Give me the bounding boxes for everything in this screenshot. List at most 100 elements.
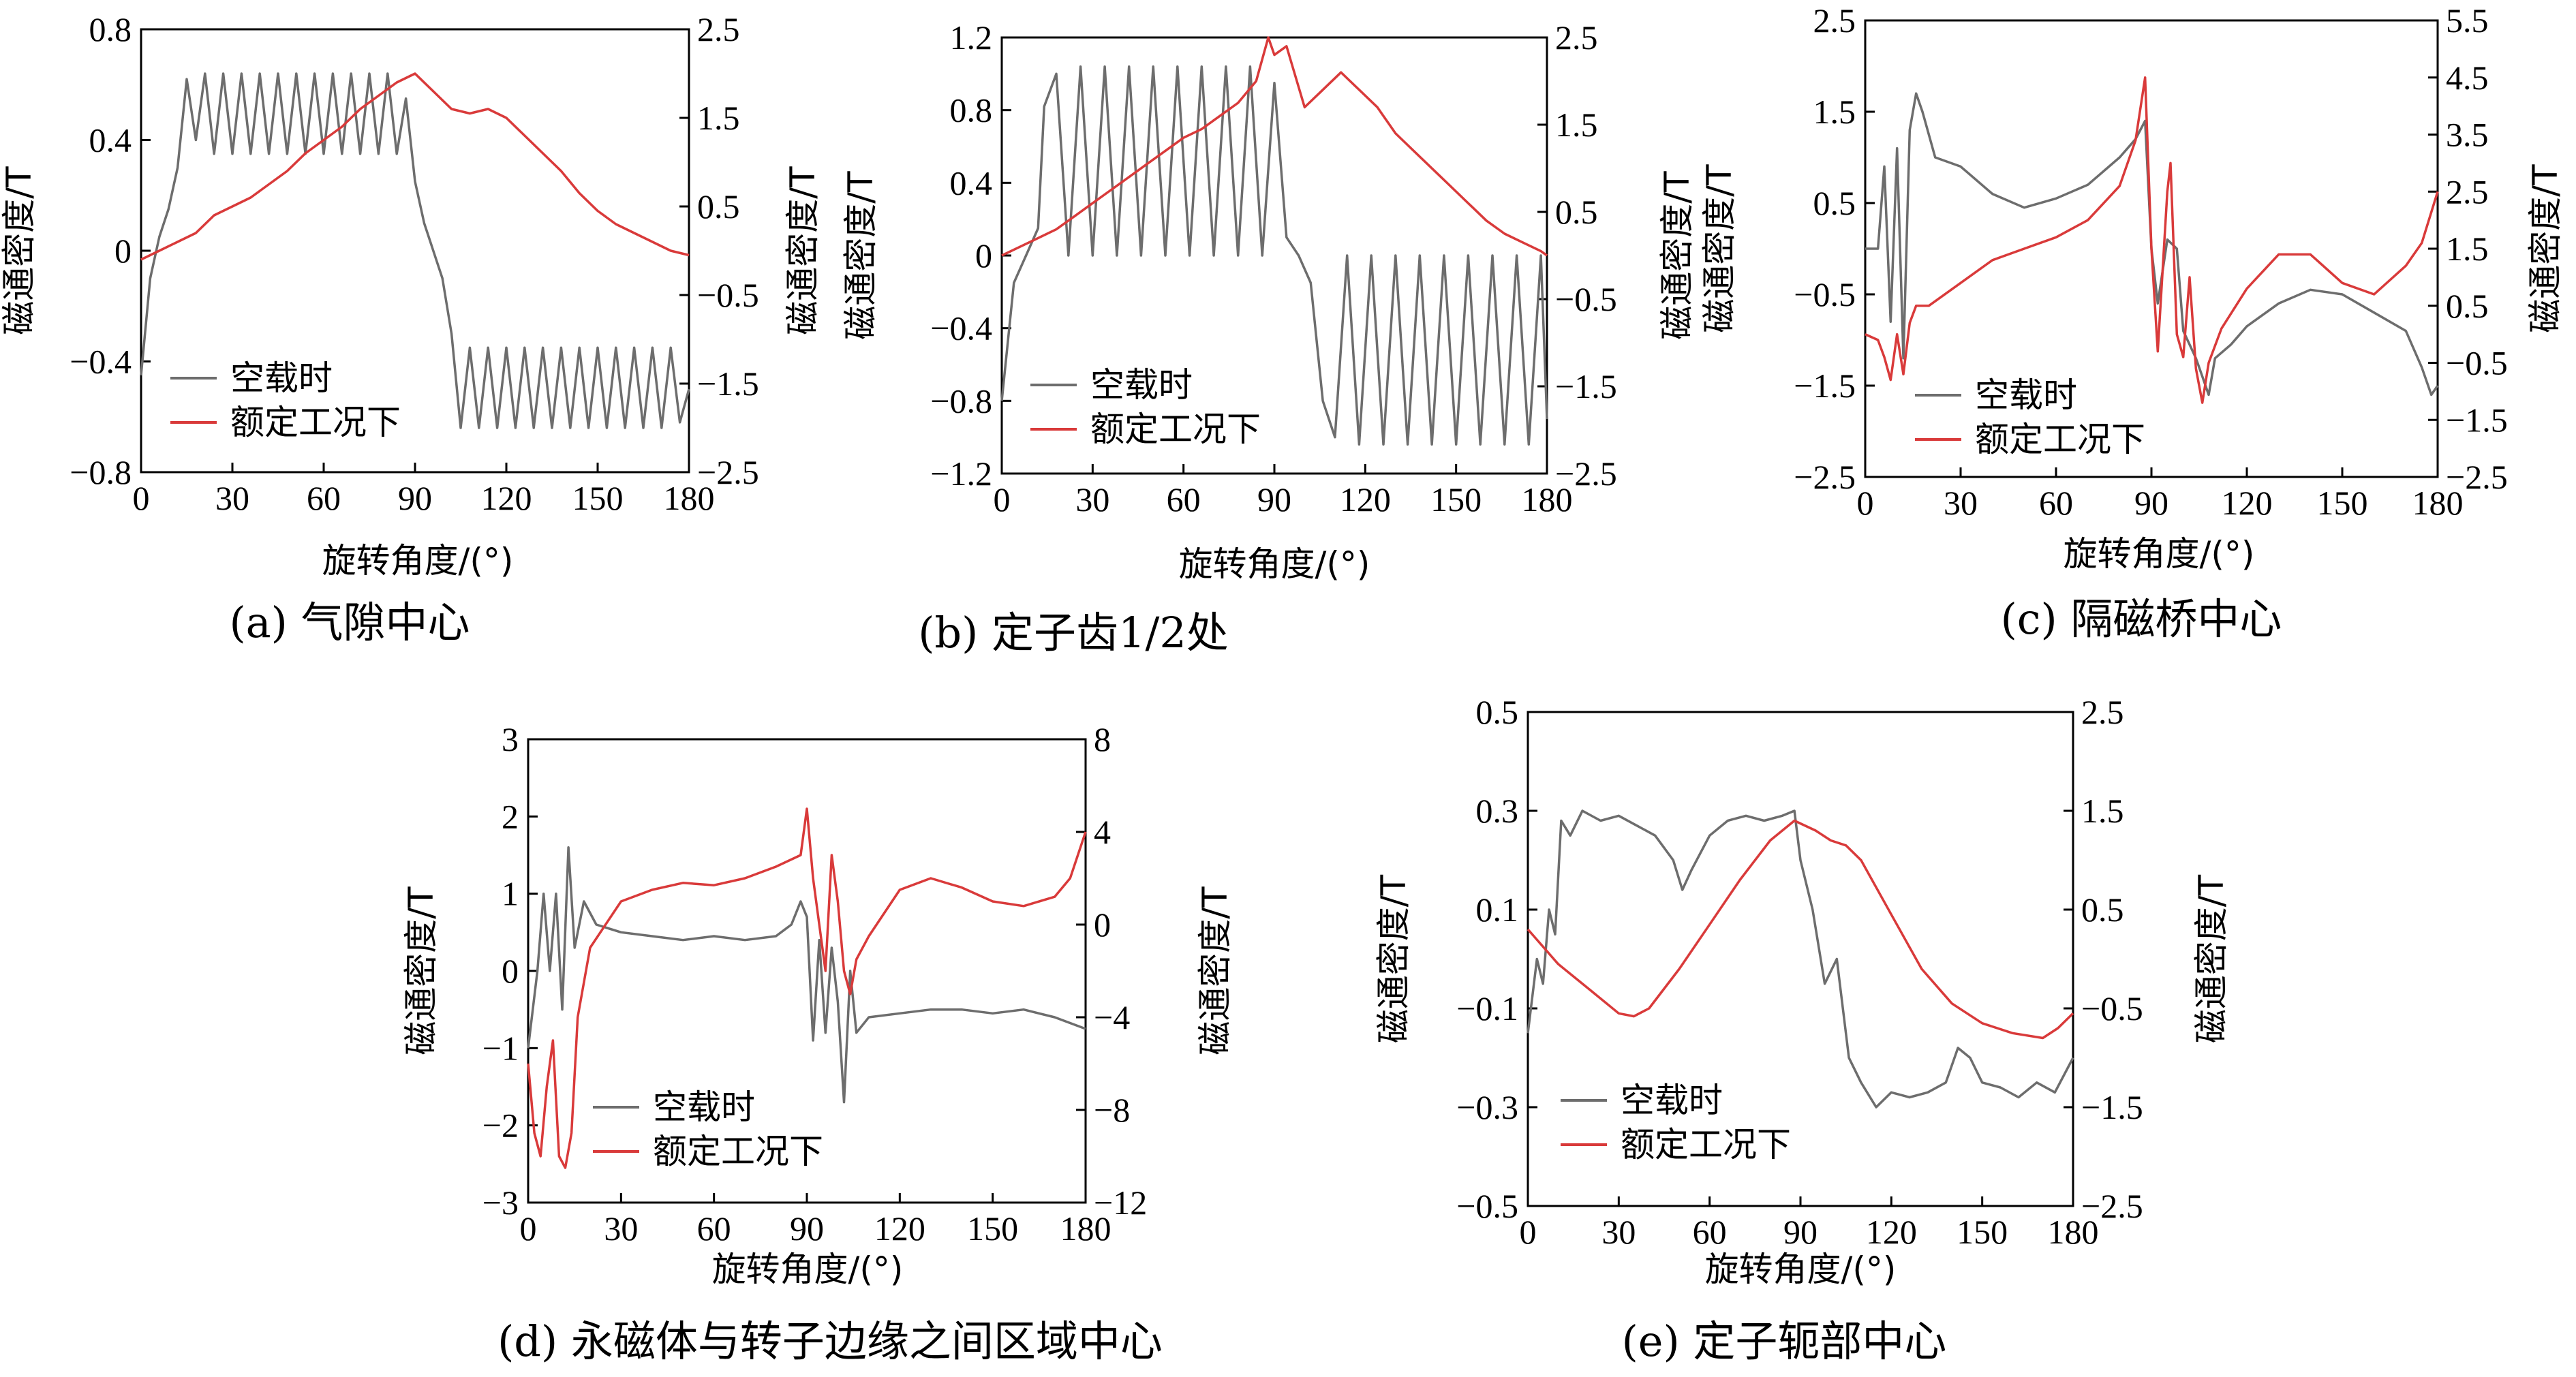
- y-right-tick-label: −1.5: [2081, 1088, 2143, 1126]
- x-tick-label: 120: [2222, 484, 2273, 522]
- x-tick-label: 90: [398, 479, 432, 517]
- y-left-axis-title: 磁通密度/T: [0, 166, 39, 335]
- x-tick-label: 60: [1693, 1213, 1727, 1251]
- x-axis-title: 旋转角度/(°): [712, 1250, 904, 1289]
- y-left-tick-label: −0.4: [70, 343, 132, 381]
- legend-label-no-load: 空载时: [1090, 365, 1193, 405]
- x-tick-label: 180: [1522, 480, 1573, 519]
- x-tick-label: 0: [520, 1209, 537, 1248]
- x-axis-title: 旋转角度/(°): [1179, 544, 1370, 584]
- x-tick-label: 150: [572, 479, 624, 517]
- x-tick-label: 60: [2039, 484, 2073, 522]
- x-tick-label: 60: [1167, 480, 1201, 519]
- y-left-tick-label: −0.5: [1456, 1187, 1518, 1225]
- y-right-axis-title: 磁通密度/T: [2526, 164, 2565, 333]
- legend-label-no-load: 空载时: [653, 1087, 755, 1127]
- chart-panel-b: 0 30 60 90 120 150 180 −1.2 −0.8 −0.4 0 0.4 0.8 1.2 −2…: [841, 18, 1697, 657]
- plot-frame: [140, 28, 690, 474]
- x-tick-label: 90: [1257, 480, 1291, 519]
- y-right-axis-title: 磁通密度/T: [2192, 874, 2231, 1043]
- y-left-tick-label: −1: [482, 1029, 519, 1067]
- x-tick-label: 150: [967, 1209, 1018, 1248]
- panel-caption: (c) 隔磁桥中心: [2001, 594, 2282, 644]
- y-right-tick-label: −2.5: [2446, 458, 2508, 496]
- panel-caption: (b) 定子齿1/2处: [918, 608, 1229, 657]
- y-right-tick-label: 1.5: [2081, 792, 2124, 830]
- y-right-tick-label: 1.5: [2446, 230, 2489, 268]
- x-tick-label: 0: [133, 479, 150, 517]
- y-left-tick-label: 0.8: [89, 10, 132, 48]
- x-tick-label: 150: [1957, 1213, 2008, 1251]
- x-tick-label: 90: [790, 1209, 824, 1248]
- y-left-tick-label: 0: [502, 952, 519, 990]
- y-left-tick-label: 0.5: [1476, 693, 1519, 731]
- x-axis-title: 旋转角度/(°): [1705, 1250, 1897, 1289]
- legend-label-no-load: 空载时: [1621, 1081, 1723, 1120]
- x-axis-title: 旋转角度/(°): [2064, 534, 2255, 574]
- y-left-tick-label: 0.5: [1813, 184, 1856, 222]
- x-tick-label: 150: [1430, 480, 1482, 519]
- panel-caption: (a) 气隙中心: [229, 598, 470, 647]
- y-left-tick-label: 1: [502, 875, 519, 913]
- y-right-tick-label: 3.5: [2446, 116, 2489, 154]
- x-tick-label: 60: [307, 479, 341, 517]
- y-right-tick-label: 2.5: [2446, 172, 2489, 211]
- series-line-no-load: [527, 846, 1086, 1104]
- x-tick-label: 120: [874, 1209, 925, 1248]
- y-right-tick-label: 4: [1094, 813, 1111, 851]
- y-left-tick-label: −3: [482, 1183, 519, 1222]
- y-left-tick-label: 3: [502, 720, 519, 758]
- x-tick-label: 30: [215, 479, 249, 517]
- x-tick-label: 0: [1520, 1213, 1537, 1251]
- y-left-tick-label: −1.5: [1794, 367, 1856, 405]
- x-tick-label: 30: [1944, 484, 1978, 522]
- y-left-tick-label: 0.4: [950, 164, 993, 202]
- y-right-tick-label: −0.5: [2081, 989, 2143, 1027]
- y-right-tick-label: −1.5: [2446, 401, 2508, 439]
- y-right-tick-label: −2.5: [697, 453, 759, 491]
- legend-label-rated: 额定工况下: [230, 403, 401, 442]
- series-line-rated: [1865, 76, 2439, 404]
- y-left-tick-label: 0: [114, 232, 132, 270]
- y-right-tick-label: −4: [1094, 998, 1130, 1036]
- chart-panel-e: 0 30 60 90 120 150 180 −0.5 −0.3 −0.1 0.1 0.3 0.5 −2.…: [1374, 693, 2231, 1366]
- panel-caption: (d) 永磁体与转子边缘之间区域中心: [497, 1316, 1163, 1366]
- x-tick-label: 180: [2048, 1213, 2099, 1251]
- series-line-rated: [140, 72, 690, 261]
- y-left-tick-label: −1.2: [930, 454, 992, 493]
- y-right-tick-label: 1.5: [697, 99, 740, 137]
- chart-panel-c: 0 30 60 90 120 150 180−2.5−1.5−0.50.51.52.5−2.…: [1700, 1, 2565, 644]
- y-left-tick-label: 1.5: [1813, 93, 1856, 131]
- legend-label-rated: 额定工况下: [653, 1132, 823, 1171]
- y-right-tick-label: 0: [1094, 906, 1111, 944]
- y-left-tick-label: 0.3: [1476, 792, 1519, 830]
- y-right-tick-label: 2.5: [697, 10, 740, 48]
- x-tick-label: 0: [994, 480, 1011, 519]
- y-left-tick-label: −0.8: [930, 382, 992, 420]
- y-right-tick-label: −0.5: [2446, 344, 2508, 382]
- y-left-tick-label: 0.1: [1476, 891, 1519, 929]
- y-left-tick-label: −0.5: [1794, 275, 1856, 313]
- y-left-axis-title: 磁通密度/T: [401, 886, 441, 1055]
- y-left-tick-label: −0.1: [1456, 989, 1518, 1027]
- y-right-tick-label: −1.5: [697, 365, 759, 403]
- x-tick-label: 180: [664, 479, 715, 517]
- y-left-tick-label: −2: [482, 1107, 519, 1145]
- series-line-rated: [1001, 36, 1548, 257]
- y-left-tick-label: 2.5: [1813, 1, 1856, 40]
- y-right-tick-label: 0.5: [697, 187, 740, 226]
- x-tick-label: 60: [697, 1209, 731, 1248]
- y-left-tick-label: 0.8: [950, 91, 993, 129]
- x-tick-label: 180: [1060, 1209, 1111, 1248]
- y-right-tick-label: 2.5: [2081, 693, 2124, 731]
- y-right-tick-label: 5.5: [2446, 1, 2489, 40]
- legend-label-rated: 额定工况下: [1975, 420, 2145, 459]
- chart-panel-d: 0 30 60 90 120 150 180 −3 −2 −1 0 1 2 3 −12 −8 −4 0 4 8 旋转角度…: [401, 720, 1235, 1366]
- y-right-tick-label: 0.5: [1555, 193, 1598, 231]
- chart-panel-a: 0 30 60 90 120 150 180 −0.8 −0.4 0 0.4 0.8 −2.5 −1.5 −…: [0, 10, 823, 647]
- x-tick-label: 120: [1340, 480, 1391, 519]
- x-tick-label: 180: [2412, 484, 2464, 522]
- y-right-tick-label: 1.5: [1555, 106, 1598, 144]
- series-line-no-load: [1000, 65, 1548, 446]
